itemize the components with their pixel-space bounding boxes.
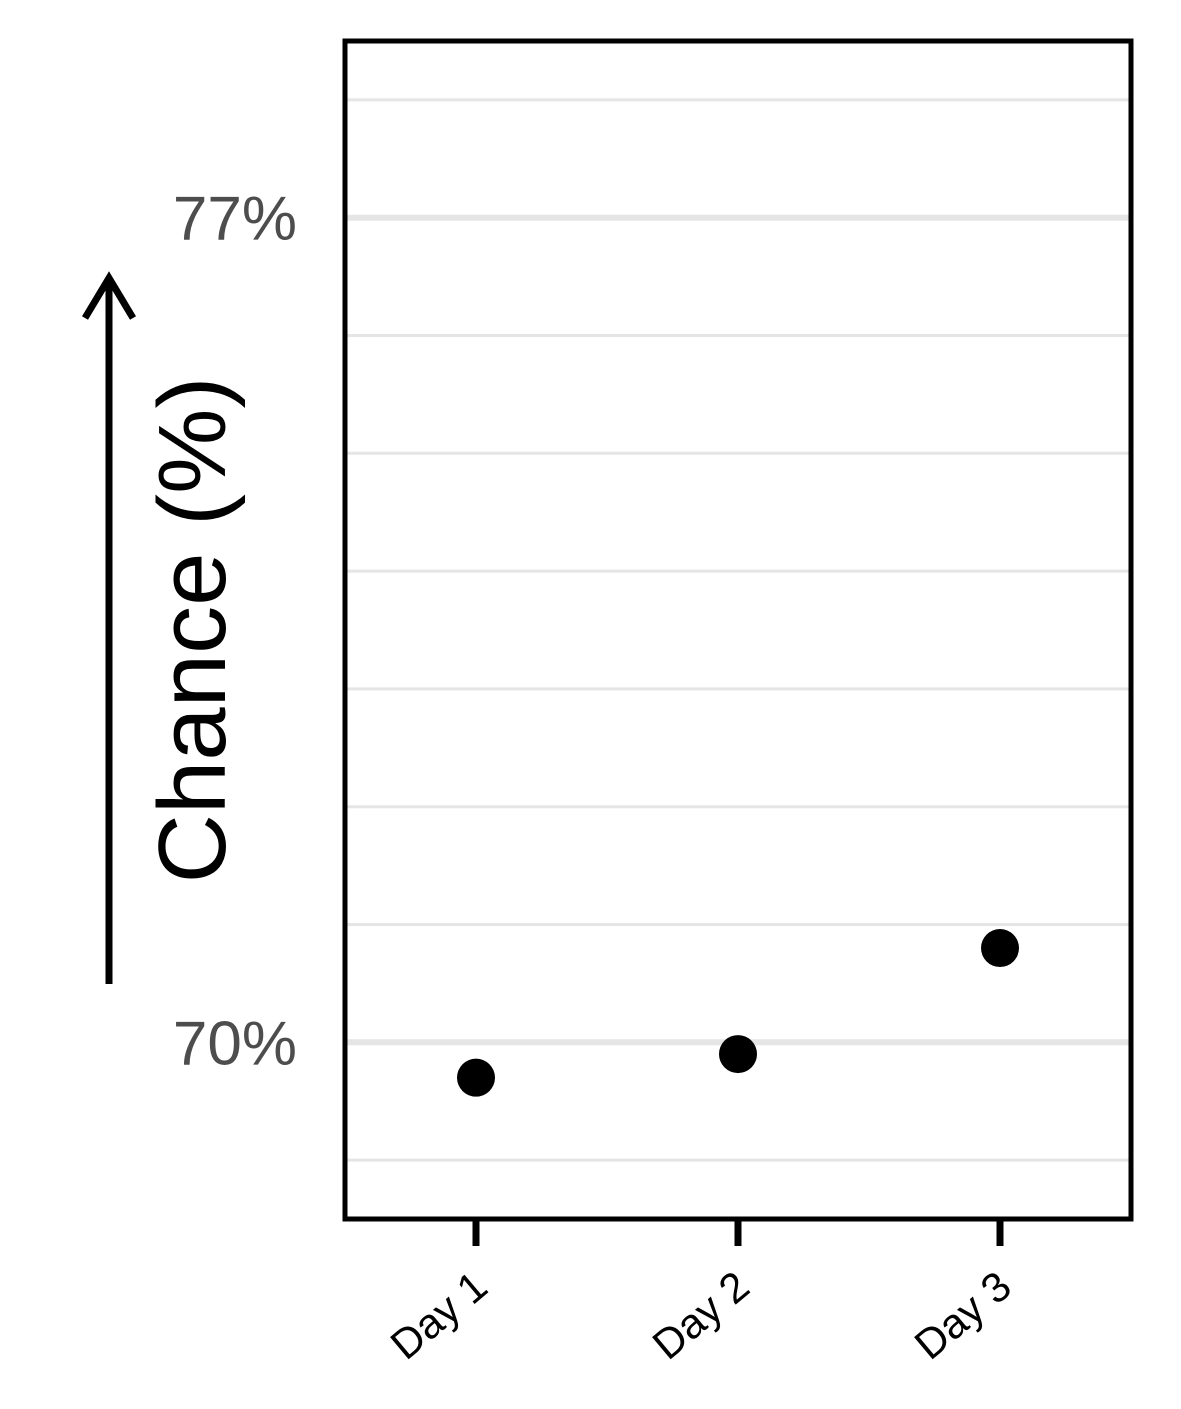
data-point (457, 1058, 495, 1097)
x-tick-label: Day 3 (906, 1262, 1020, 1369)
y-tick-label: 77% (173, 185, 297, 254)
y-axis-title: Chance (%) (139, 377, 246, 884)
data-point (719, 1035, 757, 1074)
data-point (981, 929, 1019, 968)
x-tick-label: Day 2 (644, 1262, 758, 1369)
y-axis: 70% 77% (173, 185, 297, 1079)
up-arrow-icon (81, 271, 137, 320)
y-tick-label: 70% (173, 1009, 297, 1078)
y-axis-title-group: Chance (%) (81, 271, 246, 984)
x-axis: Day 1 Day 2 Day 3 (382, 1219, 1020, 1368)
x-tick-label: Day 1 (382, 1262, 496, 1369)
data-points (457, 929, 1019, 1097)
gridlines (345, 98, 1131, 1162)
